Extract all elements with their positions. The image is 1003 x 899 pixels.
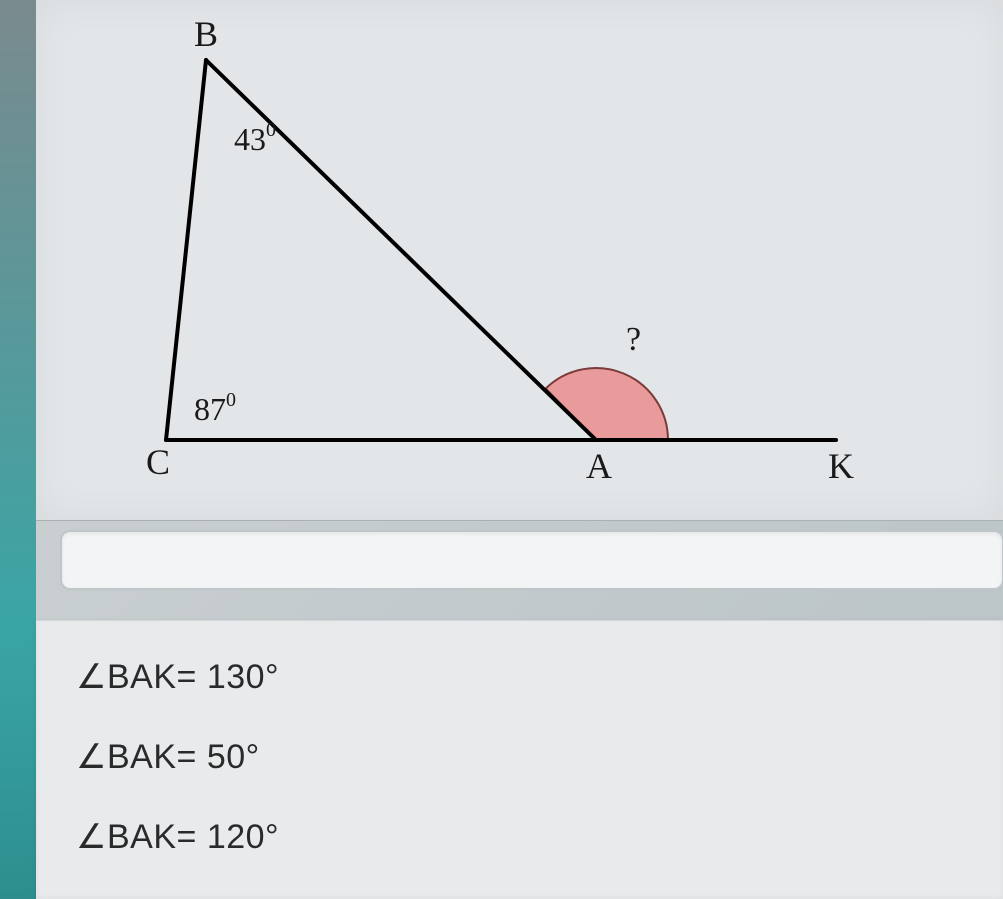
angle-C-sup: 0 bbox=[226, 389, 236, 411]
point-label-K: K bbox=[828, 446, 854, 486]
answer-option-2[interactable]: ∠BAK= 50° bbox=[76, 737, 260, 777]
answer-option-3[interactable]: ∠BAK= 120° bbox=[76, 817, 279, 857]
angle-B-label: 430 bbox=[234, 119, 276, 157]
exterior-angle-question: ? bbox=[626, 321, 641, 358]
answer-input[interactable] bbox=[60, 530, 1003, 590]
geometry-diagram: B C A K 430 870 ? bbox=[36, 0, 1003, 520]
angle-C-label: 870 bbox=[194, 389, 236, 427]
segment-BA bbox=[206, 60, 596, 440]
point-label-C: C bbox=[146, 442, 170, 482]
answers-panel: ∠BAK= 130° ∠BAK= 50° ∠BAK= 120° bbox=[36, 620, 1003, 899]
segment-BC bbox=[166, 60, 206, 440]
point-label-B: B bbox=[194, 14, 218, 54]
angle-B-sup: 0 bbox=[266, 119, 276, 141]
angle-C-value: 87 bbox=[194, 391, 226, 427]
screen: B C A K 430 870 ? ∠BAK= 130° ∠BAK= 50° ∠… bbox=[0, 0, 1003, 899]
diagram-panel: B C A K 430 870 ? bbox=[36, 0, 1003, 521]
answer-option-1[interactable]: ∠BAK= 130° bbox=[76, 657, 279, 697]
exterior-angle-sector bbox=[546, 368, 668, 440]
point-label-A: A bbox=[586, 446, 612, 486]
left-strip bbox=[0, 0, 36, 899]
angle-B-value: 43 bbox=[234, 121, 266, 157]
